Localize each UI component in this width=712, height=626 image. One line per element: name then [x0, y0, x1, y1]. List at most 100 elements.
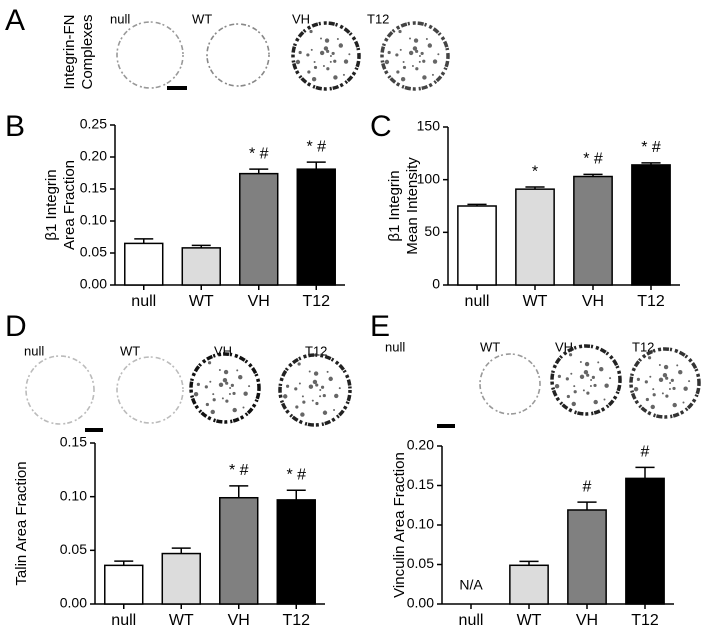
cell-speck — [342, 73, 345, 76]
cell-outline — [550, 344, 622, 416]
x-tick-label: T12 — [302, 293, 330, 310]
cell-speck — [384, 59, 390, 65]
cell-speck — [652, 393, 656, 397]
cell-speck — [387, 50, 391, 55]
cell-speck — [283, 394, 288, 399]
cell-speck — [431, 73, 434, 76]
significance-label: # — [641, 444, 650, 461]
y-axis-label: Talin Area Fraction — [13, 461, 30, 585]
x-tick-label: T12 — [282, 612, 310, 626]
bar — [296, 168, 336, 286]
bar — [219, 496, 259, 605]
cell-speck — [306, 53, 310, 57]
cell-speck — [334, 393, 339, 399]
cell-speck — [348, 53, 351, 56]
cell-speck — [658, 377, 664, 383]
x-tick-label: VH — [582, 293, 604, 310]
cell-speck — [636, 377, 640, 381]
cell-speck — [420, 51, 424, 56]
cell-speck — [205, 402, 209, 407]
cell-speck — [324, 38, 330, 43]
cell-speck — [319, 50, 325, 56]
cell-speck — [418, 55, 421, 57]
cell-speck — [413, 38, 419, 43]
cell-speck — [672, 402, 677, 408]
cell-speck — [582, 389, 585, 392]
cell-speck — [609, 377, 612, 380]
x-tick-label: null — [465, 293, 490, 310]
cell-image — [479, 353, 541, 415]
cell-speck — [238, 374, 243, 380]
cell-speck — [415, 49, 419, 53]
cell-speck — [329, 60, 332, 63]
cell-speck — [432, 59, 438, 64]
bar — [625, 477, 665, 605]
cell-speck — [193, 391, 199, 397]
cell-outline — [116, 21, 184, 89]
y-tick-label: 0.15 — [407, 476, 434, 492]
cell-speck — [204, 385, 208, 389]
cell-speck — [320, 385, 325, 389]
y-tick-label: 0.00 — [407, 595, 434, 611]
cell-speck — [196, 382, 200, 386]
cell-speck — [665, 394, 669, 398]
cell-speck — [320, 37, 323, 40]
cell-speck — [295, 59, 301, 65]
cell-speck — [307, 70, 311, 74]
y-tick-label: 0.10 — [407, 516, 434, 532]
image-label: null — [24, 343, 44, 358]
y-tick-label: 0.20 — [80, 148, 107, 164]
cell-speck — [228, 393, 231, 396]
cell-speck — [599, 366, 604, 372]
image-label: WT — [120, 343, 140, 358]
cell-speck — [409, 37, 412, 40]
cell-speck — [315, 383, 319, 387]
cell-speck — [225, 381, 229, 385]
cell-outline — [116, 356, 184, 424]
significance-label: * # — [306, 138, 326, 155]
y-tick-label: 0.10 — [80, 212, 107, 228]
cell-speck — [236, 369, 239, 372]
x-tick-label: null — [111, 612, 136, 626]
cell-outline — [629, 347, 701, 419]
image-label: VH — [292, 11, 310, 26]
y-tick-label: 0.15 — [80, 180, 107, 196]
cell-speck — [300, 412, 305, 417]
cell-speck — [573, 385, 576, 388]
y-axis-label: β1 Integrin — [43, 169, 60, 240]
cell-speck — [295, 405, 299, 409]
bar — [239, 172, 279, 286]
image-label: null — [385, 339, 405, 354]
cell-outline — [189, 352, 261, 424]
cell-speck — [311, 399, 314, 402]
image-ylabel: Complexes — [79, 14, 96, 89]
cell-speck — [670, 378, 674, 382]
significance-label: * — [532, 163, 538, 180]
y-tick-label: 0.10 — [60, 487, 87, 503]
cell-speck — [242, 406, 245, 409]
cell-speck — [650, 404, 655, 410]
cell-speck — [319, 389, 322, 391]
cell-speck — [243, 391, 248, 396]
y-tick-label: 150 — [417, 118, 441, 134]
image-label: T12 — [632, 339, 654, 354]
cell-speck — [663, 364, 669, 370]
cell-speck — [311, 77, 317, 82]
cell-speck — [310, 48, 313, 51]
cell-speck — [647, 356, 652, 360]
cell-speck — [313, 65, 318, 70]
bar — [567, 509, 607, 605]
cell-speck — [589, 385, 592, 388]
cell-image — [278, 353, 352, 427]
cell-speck — [229, 387, 232, 389]
bar — [181, 247, 221, 286]
cell-speck — [418, 60, 421, 63]
cell-speck — [412, 46, 418, 51]
cell-speck — [336, 37, 339, 40]
cell-image — [380, 21, 450, 91]
cell-speck — [557, 374, 561, 378]
cell-speck — [312, 379, 318, 385]
cell-speck — [322, 393, 326, 398]
x-tick-label: VH — [228, 612, 250, 626]
